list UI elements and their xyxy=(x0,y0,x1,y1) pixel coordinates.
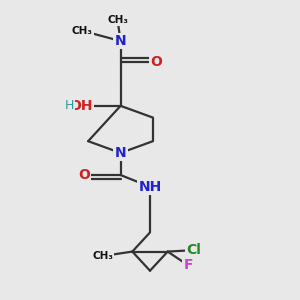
Text: Cl: Cl xyxy=(187,243,202,257)
Text: F: F xyxy=(184,258,193,272)
Text: H: H xyxy=(64,99,74,112)
Text: CH₃: CH₃ xyxy=(72,26,93,36)
Text: O: O xyxy=(78,168,90,182)
Text: CH₃: CH₃ xyxy=(107,15,128,26)
Text: CH₃: CH₃ xyxy=(92,251,113,261)
Text: N: N xyxy=(115,34,126,48)
Text: NH: NH xyxy=(138,180,162,194)
Text: OH: OH xyxy=(69,99,93,113)
Text: O: O xyxy=(150,55,162,69)
Text: N: N xyxy=(115,146,126,160)
